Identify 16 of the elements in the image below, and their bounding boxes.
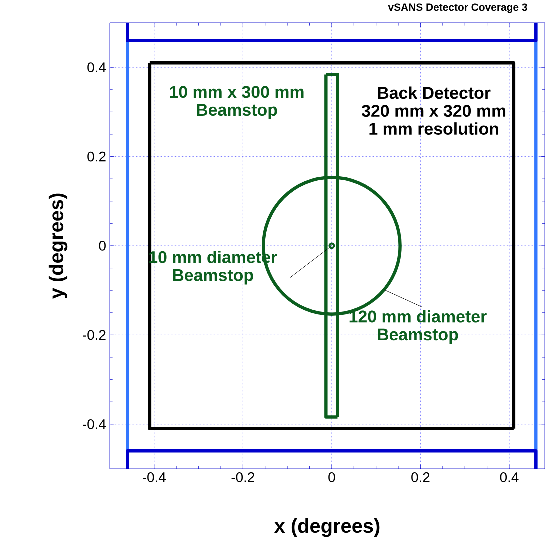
- y-tick-label: 0.4: [88, 62, 106, 73]
- annotation: Back Detector 320 mm x 320 mm 1 mm resolution: [362, 86, 506, 136]
- x-tick-label: 0: [328, 472, 336, 482]
- x-tick-label: 0.4: [500, 472, 519, 482]
- x-tick-label: -0.2: [232, 472, 254, 482]
- y-axis-title: y (degrees): [48, 194, 68, 299]
- y-tick-label: -0.2: [83, 330, 106, 340]
- y-tick-label: -0.4: [83, 419, 106, 430]
- annotation: 120 mm diameter Beamstop: [350, 310, 487, 344]
- annotation: 10 mm x 300 mm Beamstop: [170, 86, 304, 120]
- y-tick-label: 0.2: [88, 152, 106, 162]
- y-tick-label: 0: [99, 241, 106, 251]
- x-tick-label: 0.2: [412, 472, 430, 482]
- chart-title: vSANS Detector Coverage 3: [388, 4, 528, 14]
- x-axis-title: x (degrees): [274, 518, 380, 538]
- x-tick-label: -0.4: [143, 472, 166, 482]
